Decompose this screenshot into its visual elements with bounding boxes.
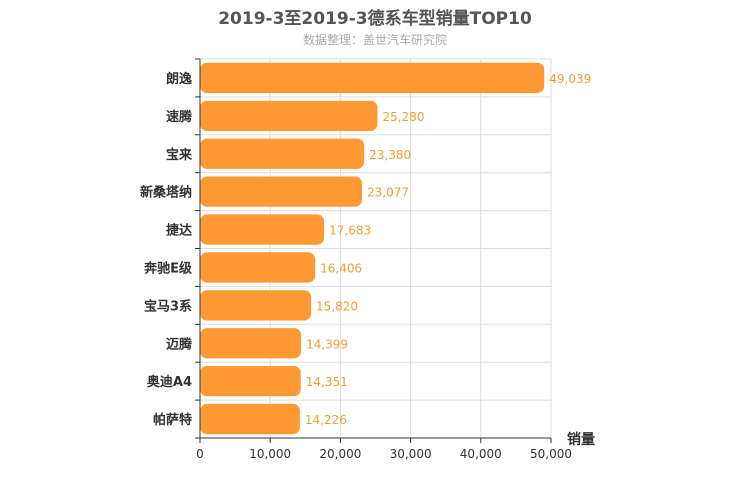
x-tick-label: 20,000 [319,447,361,461]
bar [200,290,312,321]
bar [200,328,302,359]
category-label: 迈腾 [166,336,193,352]
value-label: 14,226 [305,413,347,427]
category-label: 朗逸 [166,71,192,87]
bar [200,252,316,283]
value-label: 23,380 [369,148,411,162]
value-label: 49,039 [549,72,591,86]
bar [200,176,363,207]
chart-title: 2019-3至2019-3德系车型销量TOP10 [218,9,532,29]
bar [200,100,378,132]
bar [200,403,300,435]
bar [200,214,325,245]
x-tick-label: 50,000 [530,447,572,461]
chart-subtitle: 数据整理：盖世汽车研究院 [302,33,447,47]
x-tick-label: 10,000 [249,447,291,461]
category-label: 捷达 [166,223,192,239]
value-label: 23,077 [367,186,409,200]
category-label: 帕萨特 [153,412,192,428]
x-tick-label: 30,000 [390,447,432,461]
category-label: 速腾 [166,109,193,125]
category-label: 奔驰E级 [143,260,193,276]
category-label: 奥迪A4 [147,374,192,390]
category-label: 新桑塔纳 [140,185,192,201]
x-axis-title: 销量 [567,431,595,448]
category-label: 宝马3系 [144,298,192,314]
x-tick-label: 40,000 [460,447,502,461]
category-label: 宝来 [166,147,193,163]
value-label: 17,683 [329,224,371,238]
bar [200,138,365,169]
value-label: 14,351 [306,375,348,389]
value-label: 14,399 [306,337,348,351]
value-label: 25,280 [382,110,424,124]
bar [200,62,545,94]
x-tick-label: 0 [196,447,204,461]
value-label: 15,820 [316,299,358,313]
value-label: 16,406 [320,261,362,275]
bar [200,365,301,397]
